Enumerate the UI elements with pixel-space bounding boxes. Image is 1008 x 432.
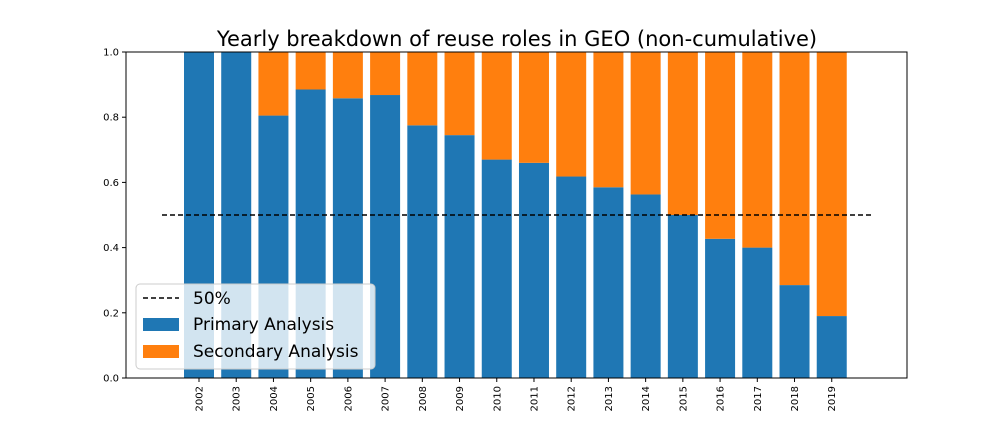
chart-title: Yearly breakdown of reuse roles in GEO (…: [216, 27, 817, 51]
plot-frame: [125, 51, 908, 379]
bar-primary-2014: [630, 194, 661, 378]
bar-secondary-2019: [816, 52, 847, 317]
x-tick-label-2012: 2012: [567, 386, 578, 411]
y-tick-label: 1.0: [103, 48, 119, 59]
y-tick-label: 0.0: [103, 374, 119, 385]
bar-secondary-2010: [481, 52, 512, 160]
x-tick-label-2011: 2011: [529, 386, 540, 411]
x-tick-label-2016: 2016: [716, 386, 727, 411]
bar-primary-2019: [816, 316, 847, 378]
x-tick-label-2014: 2014: [641, 386, 652, 411]
x-tick-label-2009: 2009: [455, 386, 466, 411]
legend-label-secondary: Secondary Analysis: [193, 342, 359, 362]
bar-primary-2009: [444, 135, 475, 378]
bar-primary-2018: [779, 285, 810, 378]
bar-secondary-2009: [444, 52, 475, 136]
bar-secondary-2015: [667, 52, 698, 215]
x-tick-label-2010: 2010: [492, 386, 503, 411]
bar-primary-2012: [556, 176, 587, 378]
legend-label-50: 50%: [193, 289, 231, 309]
y-tick-label: 0.8: [103, 113, 119, 124]
x-tick-label-2007: 2007: [381, 386, 392, 411]
bar-secondary-2005: [295, 52, 326, 90]
bar-primary-2017: [742, 247, 773, 378]
legend-box: [135, 283, 376, 370]
bar-secondary-2013: [593, 52, 624, 188]
bar-secondary-2017: [742, 52, 773, 248]
x-tick-label-2006: 2006: [343, 386, 354, 411]
bar-secondary-2012: [556, 52, 587, 177]
axes-group: 0.0 0.2 0.4 0.6 0.8 1.0 2002 2003 2004 2005 2006 20…: [103, 48, 908, 411]
bar-secondary-2006: [332, 52, 363, 99]
bar-primary-2016: [705, 238, 736, 378]
x-tick-label-2008: 2008: [418, 386, 429, 411]
x-tick-label-2013: 2013: [604, 386, 615, 411]
x-tick-label-2018: 2018: [790, 386, 801, 411]
x-tick-label-2003: 2003: [232, 386, 243, 411]
x-tick-label-2017: 2017: [753, 386, 764, 411]
x-tick-label-2002: 2002: [195, 386, 206, 411]
y-tick-label: 0.4: [103, 243, 119, 254]
y-tick-label: 0.2: [103, 308, 119, 319]
legend-swatch-primary: [143, 318, 179, 331]
bar-primary-2015: [667, 215, 698, 378]
x-tick-label-2004: 2004: [269, 386, 280, 411]
x-tick-label-2015: 2015: [678, 386, 689, 411]
legend-label-primary: Primary Analysis: [193, 315, 334, 335]
bar-primary-2008: [407, 125, 438, 378]
bar-secondary-2004: [258, 52, 289, 116]
x-tick-label-2019: 2019: [827, 386, 838, 411]
bar-primary-2010: [481, 159, 512, 378]
legend-swatch-secondary: [143, 345, 179, 358]
bar-secondary-2008: [407, 52, 438, 126]
bar-secondary-2018: [779, 52, 810, 286]
legend: 50% Primary Analysis Secondary Analysis: [135, 283, 376, 370]
x-tick-label-2005: 2005: [306, 386, 317, 411]
bar-secondary-2016: [705, 52, 736, 239]
bar-secondary-2011: [518, 52, 549, 163]
bar-primary-2013: [593, 187, 624, 378]
y-tick-label: 0.6: [103, 178, 119, 189]
bar-primary-2011: [518, 162, 549, 378]
bar-secondary-2014: [630, 52, 661, 195]
bar-secondary-2007: [370, 52, 401, 96]
